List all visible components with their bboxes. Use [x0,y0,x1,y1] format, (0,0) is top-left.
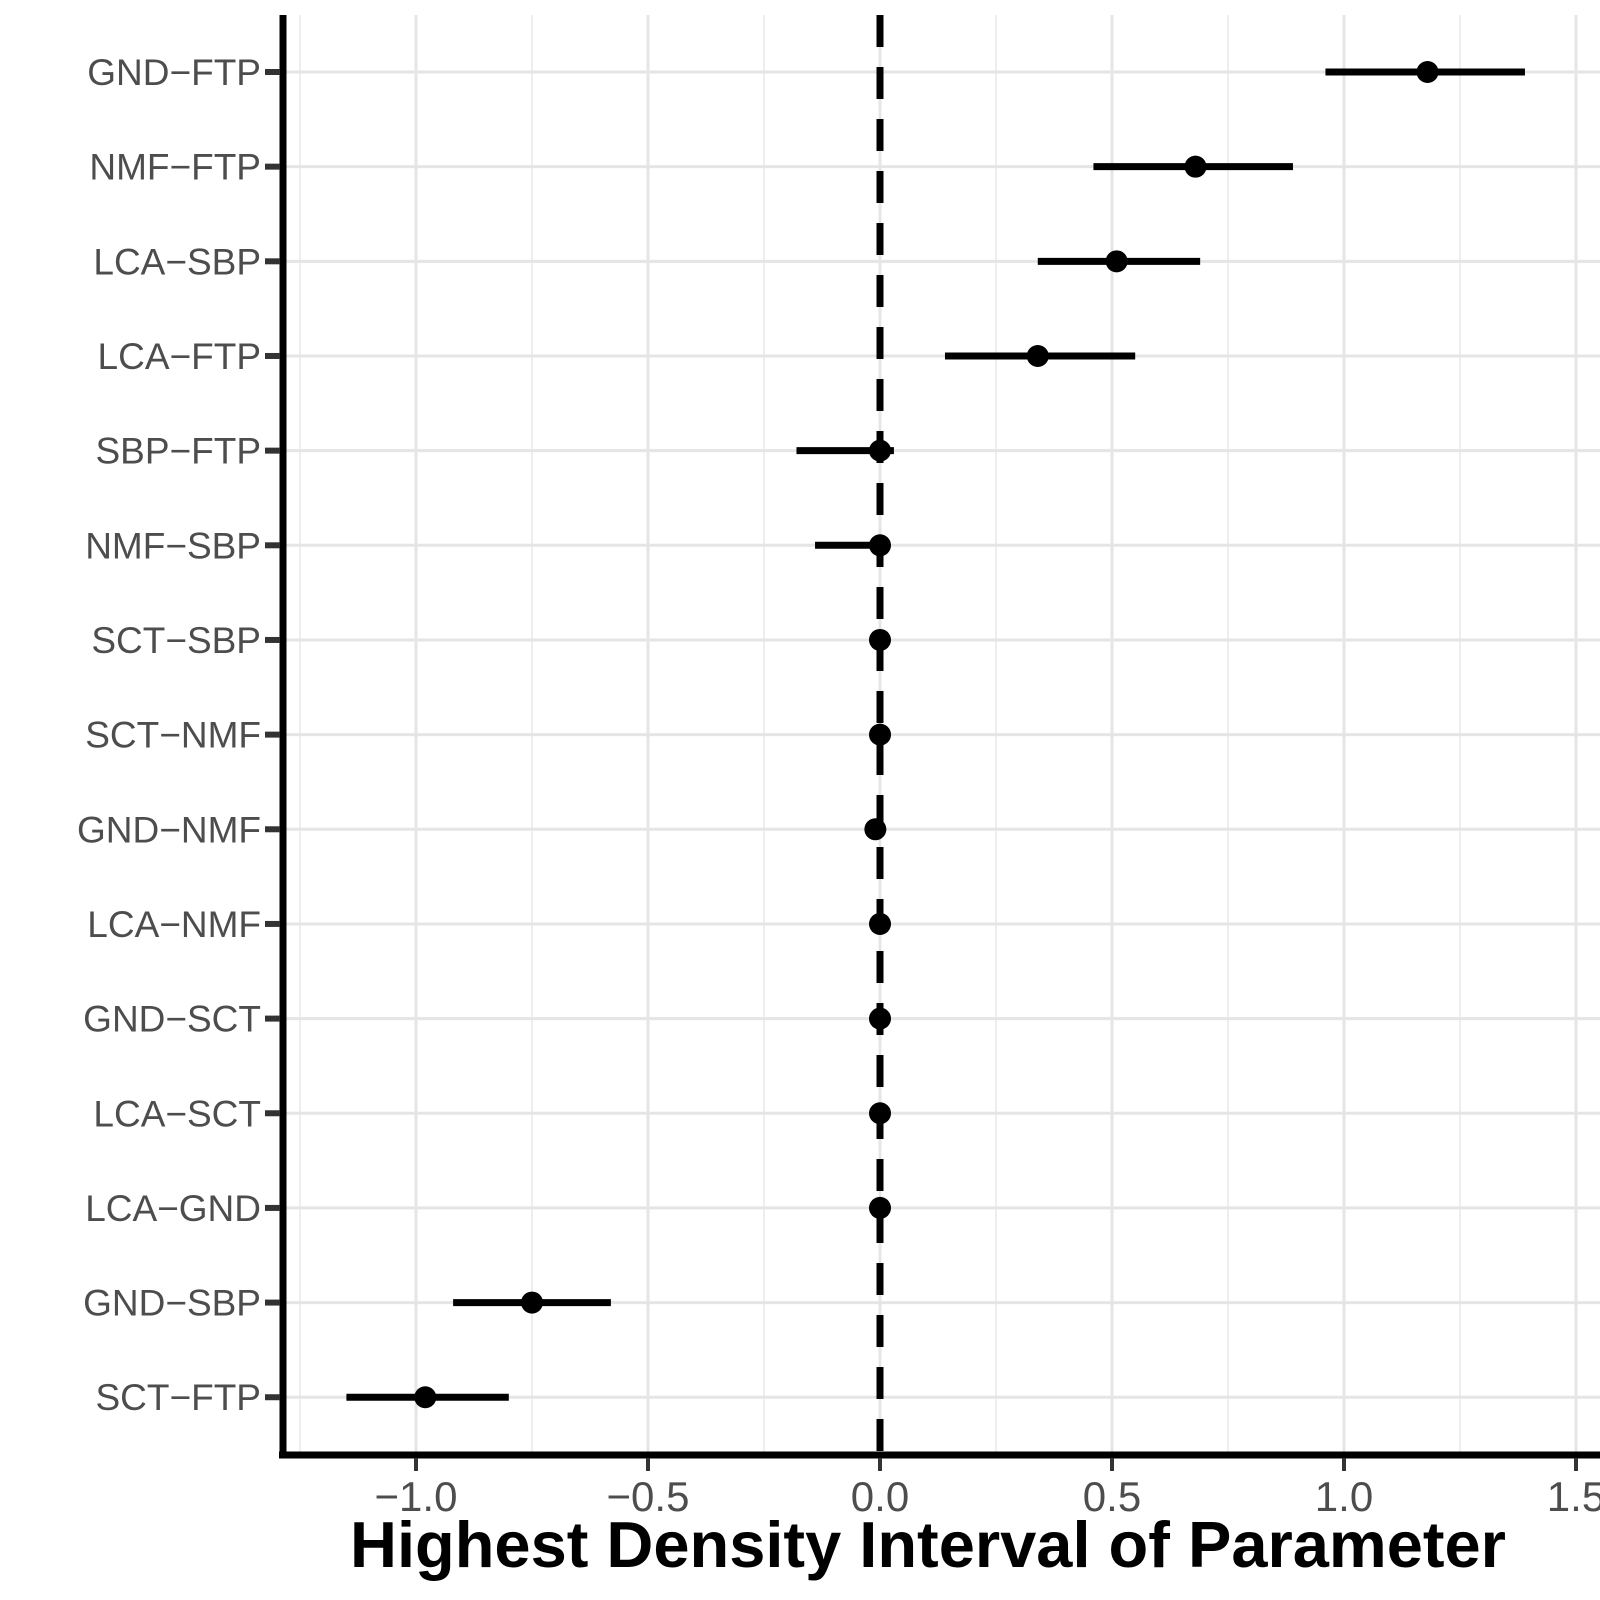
x-tick-label: 1.5 [1547,1473,1600,1520]
x-tick-label: 0.5 [1083,1473,1141,1520]
axis-layer: −1.0 −0.5 0.0 0.5 1.0 1.5 GND−FTP NMF−FTP LCA−SB… [77,15,1600,1520]
y-tick-label: LCA−NMF [87,904,261,945]
data-point [869,439,891,462]
data-layer [346,61,1525,1409]
grid-layer [284,15,1600,1455]
data-point [521,1291,543,1314]
y-tick-label: GND−SBP [83,1283,261,1324]
data-point [869,628,891,651]
x-tick-label: −1.0 [375,1473,458,1520]
data-point [1105,250,1128,273]
y-tick-label: NMF−FTP [89,147,261,188]
data-point [1416,61,1439,83]
y-tick-label: SBP−FTP [95,431,261,472]
data-point [869,1102,891,1125]
data-point [869,534,891,557]
y-tick-label: GND−NMF [77,809,261,850]
data-point [864,818,887,841]
data-point [1184,155,1207,178]
data-point [869,912,891,935]
y-tick-label: SCT−NMF [85,715,261,756]
data-point [869,1007,891,1030]
x-axis-title: Highest Density Interval of Parameter [350,1508,1506,1581]
y-tick-label: LCA−SCT [93,1093,261,1134]
y-tick-label: GND−FTP [87,52,261,93]
data-point [414,1386,437,1409]
data-point [869,1196,891,1219]
data-point [1026,344,1049,367]
y-tick-label: LCA−FTP [98,336,261,377]
y-tick-label: SCT−FTP [96,1377,262,1418]
data-point [869,723,891,746]
y-tick-label: NMF−SBP [85,525,261,566]
y-tick-label: SCT−SBP [91,620,261,661]
y-tick-label: LCA−GND [85,1188,261,1229]
y-tick-label: LCA−SBP [93,241,261,282]
x-tick-label: 1.0 [1315,1473,1373,1520]
x-tick-label: −0.5 [607,1473,690,1520]
y-tick-label: GND−SCT [83,999,261,1040]
x-tick-label: 0.0 [851,1473,909,1520]
